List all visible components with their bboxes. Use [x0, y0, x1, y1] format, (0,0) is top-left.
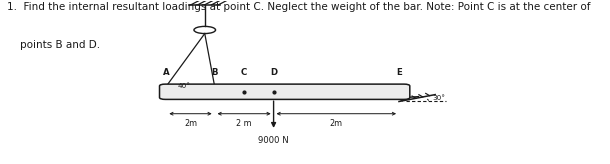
Text: 1.  Find the internal resultant loadings at point C. Neglect the weight of the b: 1. Find the internal resultant loadings …	[7, 2, 590, 12]
Text: 2m: 2m	[330, 119, 343, 128]
Text: 40°: 40°	[178, 82, 190, 89]
Text: 9000 N: 9000 N	[258, 136, 289, 145]
Text: C: C	[241, 68, 247, 77]
Text: B: B	[211, 68, 218, 77]
Text: 2m: 2m	[184, 119, 197, 128]
FancyBboxPatch shape	[160, 84, 410, 99]
Text: D: D	[270, 68, 277, 77]
Text: A: A	[163, 68, 170, 77]
Text: 2 m: 2 m	[236, 119, 252, 128]
Text: points B and D.: points B and D.	[7, 40, 100, 50]
Text: 30°: 30°	[432, 95, 445, 101]
Text: E: E	[396, 68, 402, 77]
